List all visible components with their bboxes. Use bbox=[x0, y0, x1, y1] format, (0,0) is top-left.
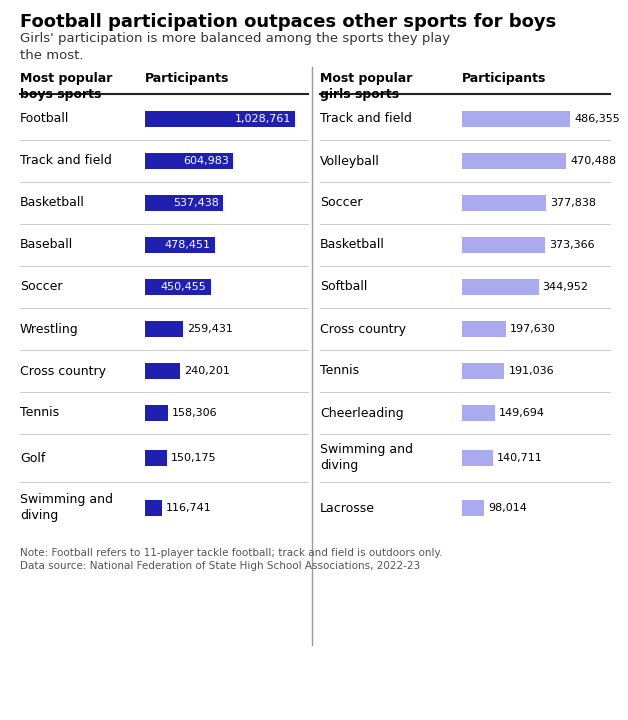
Text: Cross country: Cross country bbox=[20, 364, 106, 377]
Text: Data source: National Federation of State High School Associations, 2022-23: Data source: National Federation of Stat… bbox=[20, 561, 420, 571]
Text: 486,355: 486,355 bbox=[574, 114, 620, 124]
Bar bbox=[462, 363, 504, 379]
Bar bbox=[145, 450, 167, 466]
Bar bbox=[145, 500, 162, 516]
Bar bbox=[462, 279, 539, 295]
Bar bbox=[145, 111, 295, 127]
Bar bbox=[145, 279, 210, 295]
Bar bbox=[462, 153, 566, 169]
Text: 98,014: 98,014 bbox=[488, 503, 527, 513]
Text: Football: Football bbox=[20, 112, 69, 125]
Bar bbox=[462, 450, 493, 466]
Text: 158,306: 158,306 bbox=[172, 408, 218, 418]
Bar bbox=[145, 363, 180, 379]
Text: 450,455: 450,455 bbox=[161, 282, 207, 292]
Text: Cross country: Cross country bbox=[320, 323, 406, 336]
Text: 344,952: 344,952 bbox=[543, 282, 588, 292]
Text: 240,201: 240,201 bbox=[184, 366, 230, 376]
Bar bbox=[462, 500, 484, 516]
Bar bbox=[462, 237, 545, 253]
Text: Tennis: Tennis bbox=[320, 364, 359, 377]
Text: 140,711: 140,711 bbox=[497, 453, 543, 463]
Bar bbox=[462, 195, 546, 211]
Bar bbox=[462, 111, 570, 127]
Text: Football participation outpaces other sports for boys: Football participation outpaces other sp… bbox=[20, 13, 556, 31]
Text: 1,028,761: 1,028,761 bbox=[235, 114, 291, 124]
Text: 373,366: 373,366 bbox=[549, 240, 595, 250]
Text: Most popular
boys sports: Most popular boys sports bbox=[20, 72, 112, 101]
Text: Baseball: Baseball bbox=[20, 238, 73, 251]
Text: Track and field: Track and field bbox=[320, 112, 412, 125]
Text: Lacrosse: Lacrosse bbox=[320, 502, 375, 515]
Text: 150,175: 150,175 bbox=[171, 453, 217, 463]
Text: Basketball: Basketball bbox=[20, 197, 85, 210]
Text: Cheerleading: Cheerleading bbox=[320, 407, 404, 420]
Text: Note: Football refers to 11-player tackle football; track and field is outdoors : Note: Football refers to 11-player tackl… bbox=[20, 548, 443, 558]
Text: Volleyball: Volleyball bbox=[320, 155, 380, 168]
Text: Most popular
girls sports: Most popular girls sports bbox=[320, 72, 413, 101]
Text: 537,438: 537,438 bbox=[173, 198, 219, 208]
Text: 478,451: 478,451 bbox=[165, 240, 211, 250]
Text: Participants: Participants bbox=[462, 72, 546, 85]
Text: 470,488: 470,488 bbox=[570, 156, 617, 166]
Text: 604,983: 604,983 bbox=[183, 156, 229, 166]
Bar bbox=[145, 405, 168, 421]
Text: 116,741: 116,741 bbox=[166, 503, 212, 513]
Text: Participants: Participants bbox=[145, 72, 229, 85]
Text: Golf: Golf bbox=[20, 451, 45, 464]
Bar bbox=[145, 153, 233, 169]
Text: Swimming and
diving: Swimming and diving bbox=[20, 493, 113, 523]
Text: Basketball: Basketball bbox=[320, 238, 385, 251]
Text: 377,838: 377,838 bbox=[550, 198, 596, 208]
Text: 259,431: 259,431 bbox=[187, 324, 233, 334]
Text: 197,630: 197,630 bbox=[510, 324, 556, 334]
Text: 149,694: 149,694 bbox=[499, 408, 545, 418]
Bar bbox=[462, 405, 495, 421]
Bar bbox=[145, 195, 224, 211]
Text: Girls' participation is more balanced among the sports they play
the most.: Girls' participation is more balanced am… bbox=[20, 32, 450, 62]
Bar bbox=[145, 237, 215, 253]
Text: Tennis: Tennis bbox=[20, 407, 59, 420]
Text: Softball: Softball bbox=[320, 281, 367, 294]
Bar bbox=[462, 321, 506, 337]
Text: Track and field: Track and field bbox=[20, 155, 112, 168]
Text: Swimming and
diving: Swimming and diving bbox=[320, 444, 413, 472]
Text: Soccer: Soccer bbox=[320, 197, 362, 210]
Text: Wrestling: Wrestling bbox=[20, 323, 78, 336]
Text: 191,036: 191,036 bbox=[509, 366, 554, 376]
Text: Soccer: Soccer bbox=[20, 281, 63, 294]
Bar bbox=[145, 321, 183, 337]
